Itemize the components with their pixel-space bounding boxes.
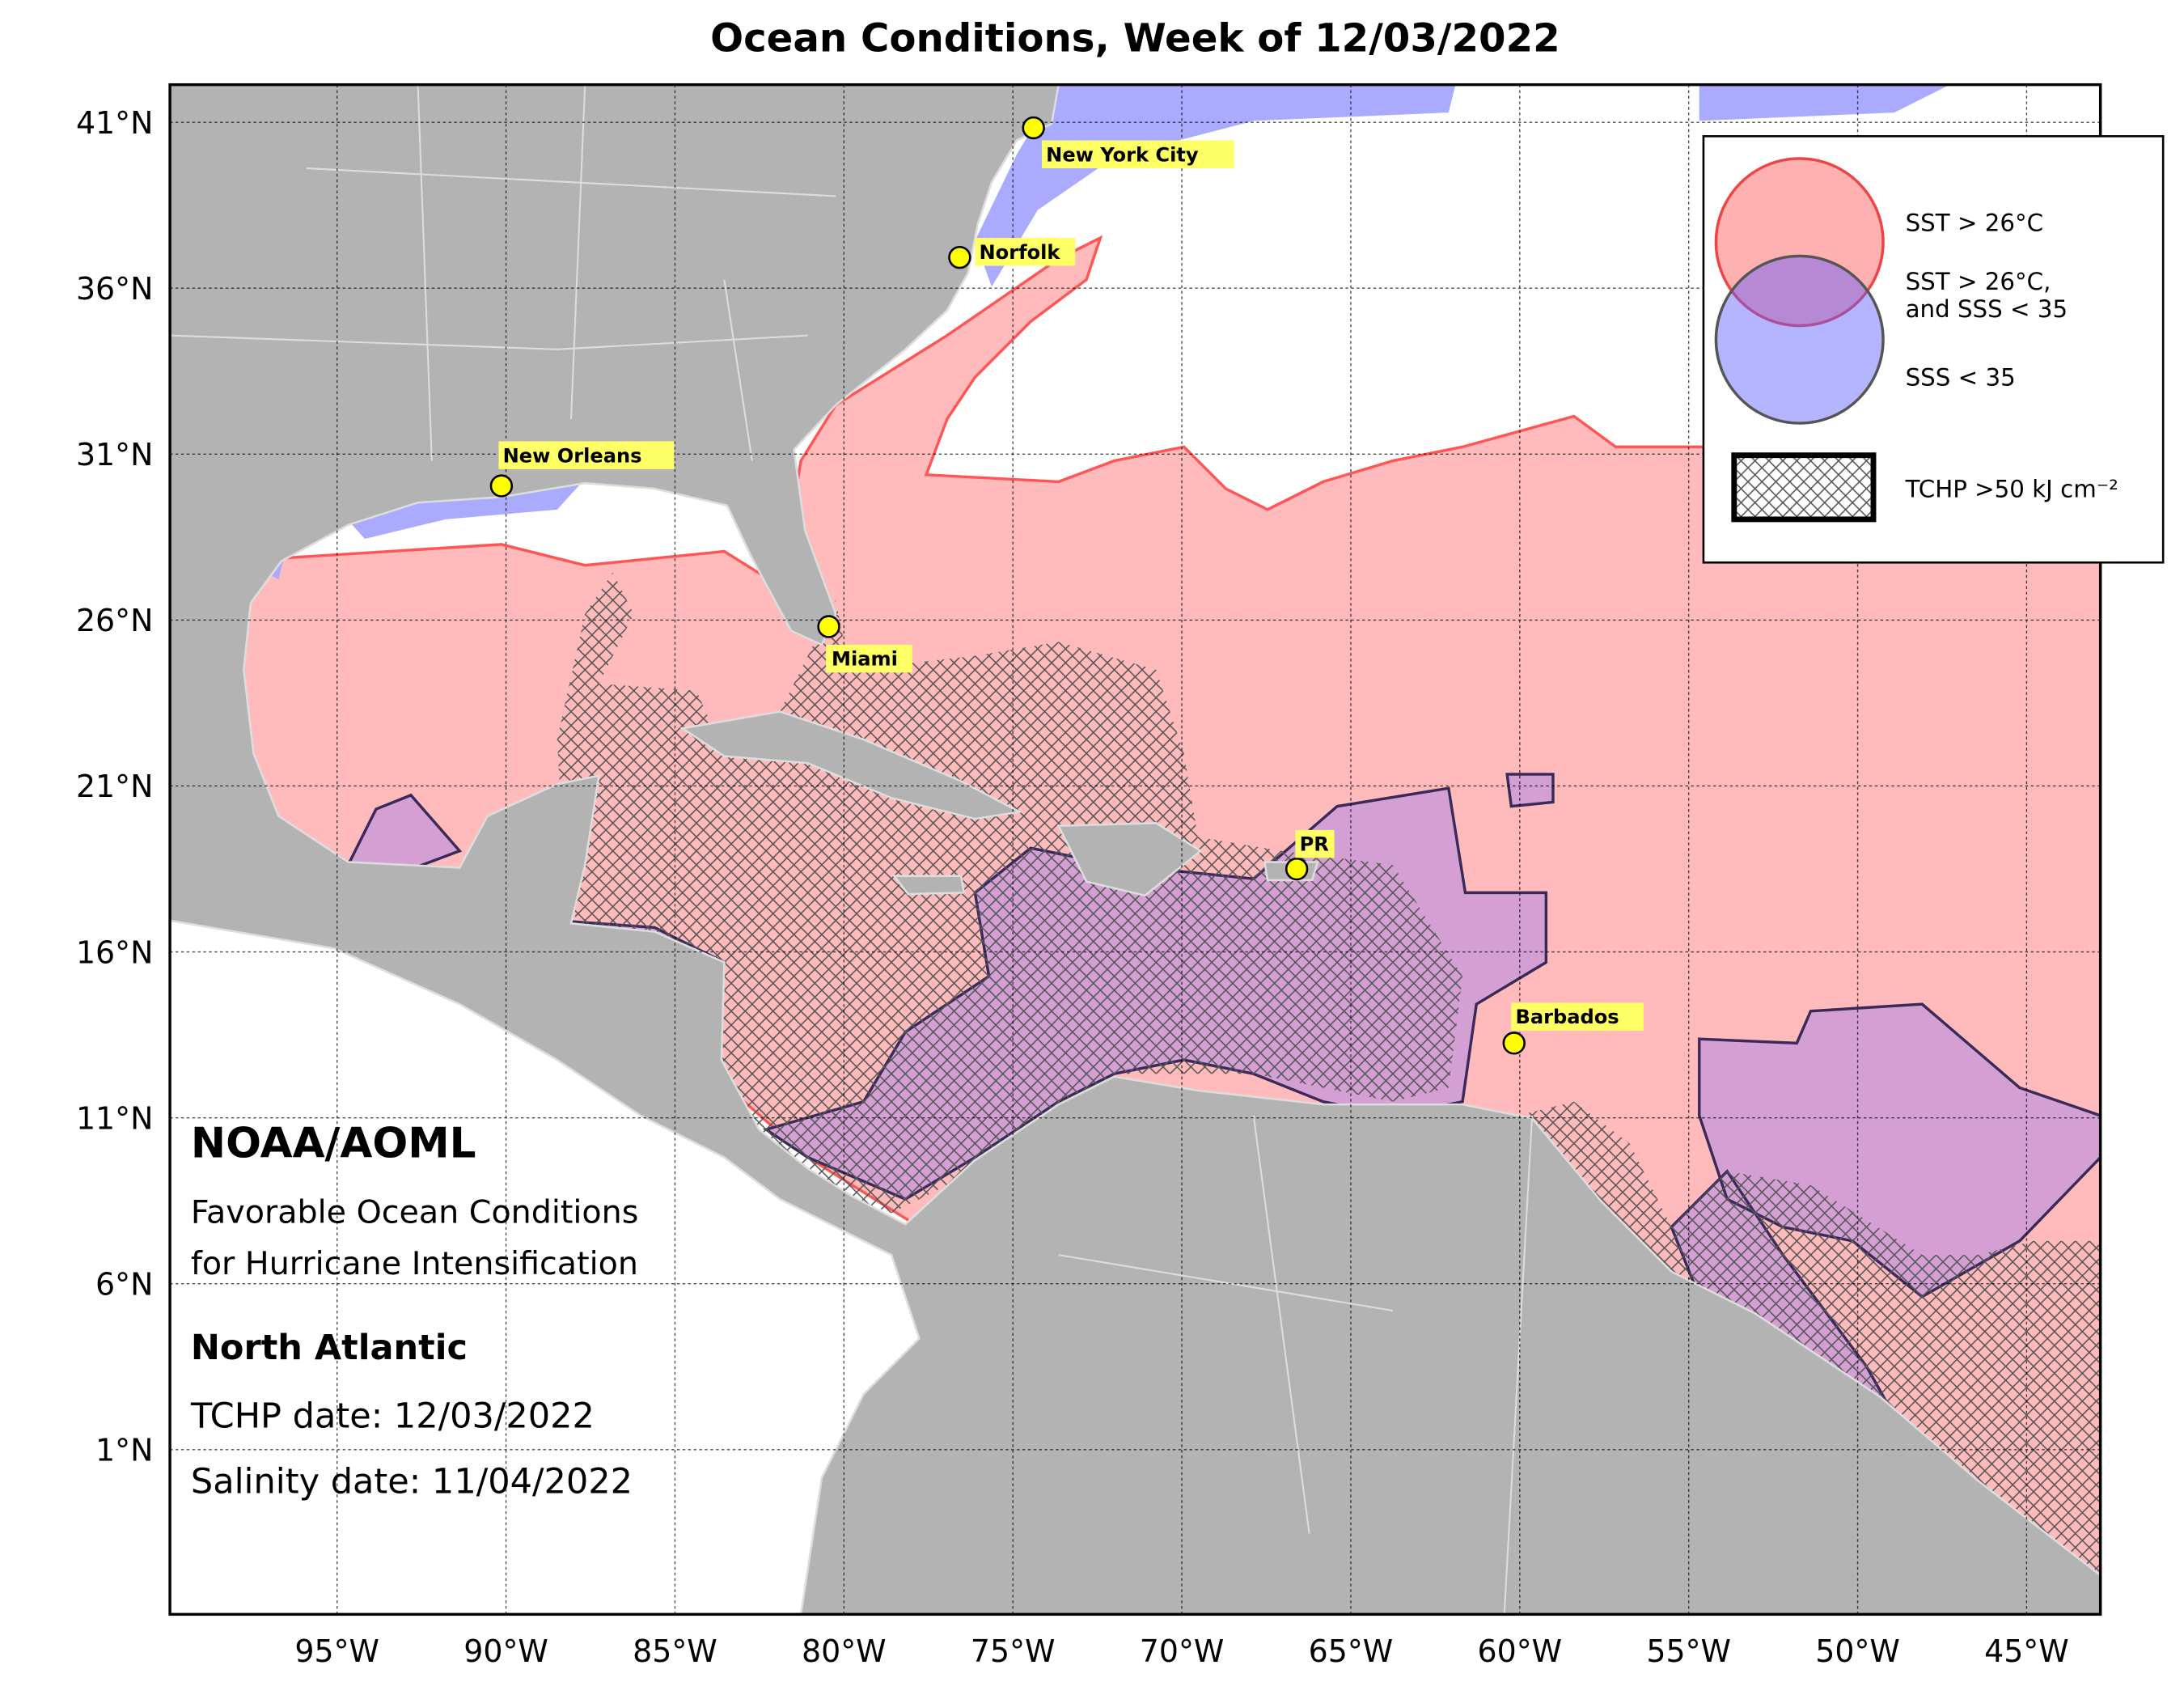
info-tchp-date: TCHP date: 12/03/2022 <box>190 1396 595 1437</box>
lon-tick-label: 90°W <box>463 1633 548 1669</box>
city-marker <box>489 474 514 498</box>
city-label: New Orleans <box>503 444 642 467</box>
city-label: Norfolk <box>980 241 1061 264</box>
info-org: NOAA/AOML <box>191 1120 476 1168</box>
plot-frame <box>168 83 2102 1616</box>
lat-tick-label: 26°N <box>76 603 153 638</box>
info-subtitle: for Hurricane Intensification <box>191 1245 638 1282</box>
info-subtitle: Favorable Ocean Conditions <box>191 1193 638 1231</box>
info-block: NOAA/AOML Favorable Ocean Conditions for… <box>190 1120 638 1502</box>
legend-label: SST > 26°C, <box>1906 268 2051 295</box>
city-label: Barbados <box>1515 1006 1619 1028</box>
city-label: PR <box>1300 833 1330 856</box>
lat-tick-label: 11°N <box>76 1100 153 1136</box>
lon-tick-label: 65°W <box>1309 1633 1394 1669</box>
legend-sss-swatch <box>1714 254 1885 425</box>
cities: New York City Norfolk New Orleans Miami … <box>489 116 1644 1055</box>
lon-tick-label: 75°W <box>971 1633 1056 1669</box>
borders <box>170 84 1534 1615</box>
lon-tick-label: 55°W <box>1646 1633 1731 1669</box>
city-label-box <box>498 441 675 469</box>
city-label-box <box>975 238 1076 266</box>
lon-tick-label: 85°W <box>633 1633 717 1669</box>
islands <box>679 710 1319 897</box>
lat-tick-label: 1°N <box>95 1433 153 1468</box>
city-label-box <box>1295 829 1335 858</box>
lat-tick-label: 36°N <box>76 271 153 307</box>
legend-sst-swatch <box>1714 157 1885 328</box>
lat-tick-label: 6°N <box>95 1267 153 1303</box>
legend-label: SST > 26°C <box>1906 209 2043 236</box>
city-label: Miami <box>832 648 898 671</box>
lat-tick-label: 16°N <box>76 934 153 970</box>
lat-tick-label: 21°N <box>76 769 153 804</box>
legend-label: and SSS < 35 <box>1906 295 2068 323</box>
lat-tick-label: 41°N <box>76 105 153 141</box>
city-marker <box>1285 857 1309 881</box>
city-label-box <box>1042 140 1234 168</box>
legend-tchp-swatch <box>1731 452 1877 523</box>
legend-label: SSS < 35 <box>1906 364 2016 392</box>
city-label-box <box>826 644 912 673</box>
city-label-box <box>1511 1002 1644 1031</box>
lon-tick-label: 70°W <box>1140 1633 1225 1669</box>
lon-tick-label: 95°W <box>294 1633 379 1669</box>
map-title: Ocean Conditions, Week of 12/03/2022 <box>710 15 1560 61</box>
city-marker <box>817 615 840 638</box>
grid <box>170 84 2101 1615</box>
ticks: 41°N 36°N 31°N 26°N 21°N 16°N 11°N 6°N 1°N 95°W 90… <box>76 105 2069 1669</box>
lon-tick-label: 45°W <box>1984 1633 2069 1669</box>
info-region: North Atlantic <box>191 1328 468 1368</box>
lon-tick-label: 60°W <box>1478 1633 1563 1669</box>
tchp-region <box>557 572 2101 1576</box>
legend: SST > 26°C SST > 26°C, and SSS < 35 SSS … <box>1702 135 2165 564</box>
lon-tick-label: 80°W <box>802 1633 887 1669</box>
city-label: New York City <box>1046 143 1199 166</box>
legend-label: TCHP >50 kJ cm⁻² <box>1905 475 2118 502</box>
info-salinity-date: Salinity date: 11/04/2022 <box>191 1462 633 1502</box>
city-marker <box>1022 116 1045 140</box>
city-marker <box>1502 1032 1526 1055</box>
lat-tick-label: 31°N <box>76 437 153 472</box>
lon-tick-label: 50°W <box>1815 1633 1900 1669</box>
city-marker <box>948 245 971 269</box>
